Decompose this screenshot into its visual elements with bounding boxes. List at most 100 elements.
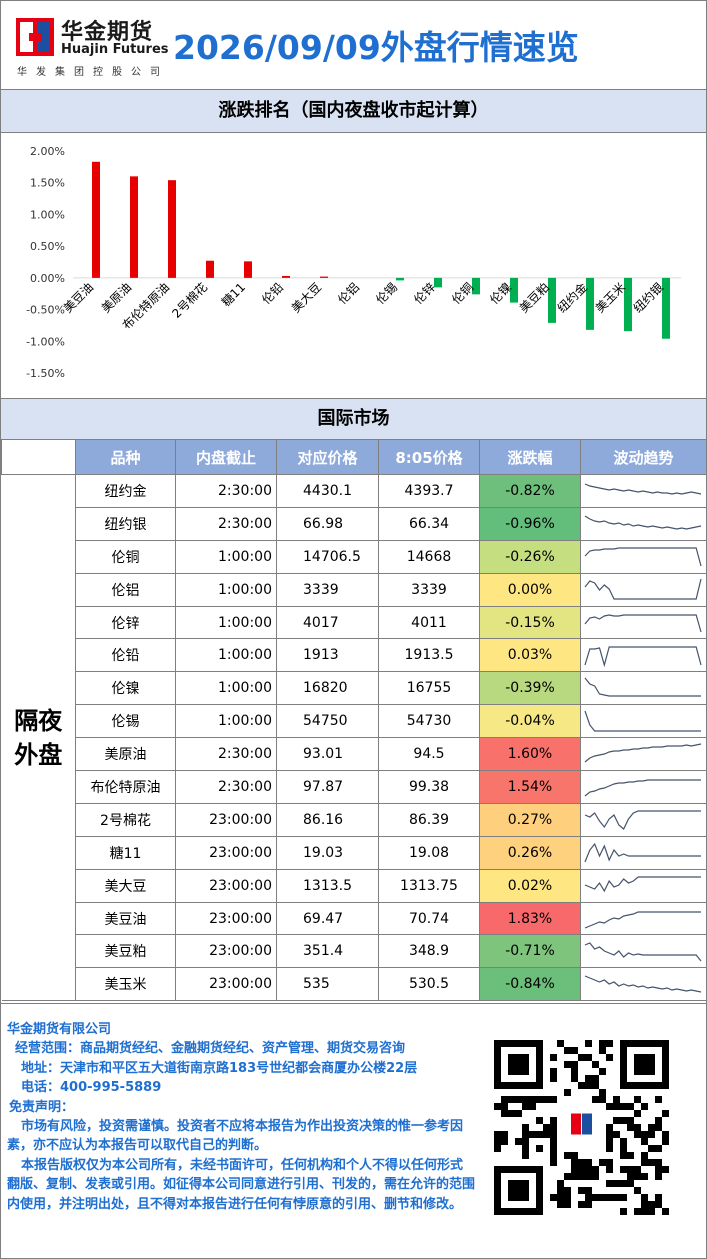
close-time: 23:00:00 [175, 868, 277, 903]
commodity-name: 伦铝 [75, 572, 176, 607]
logo-chinese-name: 华金期货 [61, 20, 154, 45]
table-row: 伦锡 1:00:00 54750 54730 -0.04% [2, 704, 707, 739]
price-805: 66.34 [378, 506, 480, 541]
bar [320, 276, 328, 278]
price-805: 14668 [378, 539, 480, 574]
category-label: 伦锡 [373, 279, 401, 307]
header-name: 品种 [75, 439, 176, 475]
y-tick-label: -0.50% [26, 304, 65, 317]
price-805: 70.74 [378, 901, 480, 936]
table-row: 伦锌 1:00:00 4017 4011 -0.15% [2, 605, 707, 640]
change-percent: -0.26% [479, 539, 581, 574]
table-row: 美大豆 23:00:00 1313.5 1313.75 0.02% [2, 868, 707, 903]
commodity-name: 伦铅 [75, 638, 176, 673]
sparkline-svg [584, 483, 702, 496]
intl-section-title: 国际市场 [1, 398, 706, 440]
category-label: 美玉米 [593, 280, 628, 315]
close-price: 66.98 [276, 506, 379, 541]
sparkline-svg [584, 547, 702, 567]
change-percent: -0.71% [479, 934, 581, 969]
table-row: 2号棉花 23:00:00 86.16 86.39 0.27% [2, 802, 707, 837]
sparkline-svg [584, 942, 702, 962]
header-price: 对应价格 [276, 439, 379, 475]
close-time: 2:30:00 [175, 474, 277, 508]
footer-disclaimer-title: 免责声明： [9, 1099, 75, 1115]
trend-sparkline [580, 934, 707, 969]
table-row: 美豆油 23:00:00 69.47 70.74 1.83% [2, 901, 707, 936]
bar [130, 176, 138, 278]
sparkline [584, 911, 701, 929]
price-805: 348.9 [378, 934, 480, 969]
sparkline [584, 975, 702, 993]
category-label: 伦铜 [449, 279, 477, 307]
close-price: 3339 [276, 572, 379, 607]
huajin-logo-icon [16, 18, 54, 56]
category-label: 美豆粕 [516, 279, 552, 315]
close-time: 2:30:00 [175, 770, 277, 804]
commodity-name: 伦锡 [75, 704, 176, 739]
sparkline-svg [584, 646, 702, 668]
bar [472, 277, 480, 295]
close-price: 4017 [276, 605, 379, 640]
commodity-name: 2号棉花 [75, 802, 176, 837]
table-row: 伦铜 1:00:00 14706.5 14668 -0.26% [2, 539, 707, 574]
sparkline [584, 710, 701, 732]
change-percent: 0.00% [479, 572, 581, 607]
bar [168, 180, 176, 278]
commodity-name: 纽约金 [75, 474, 176, 508]
price-805: 54730 [378, 704, 480, 739]
commodity-name: 美玉米 [75, 967, 176, 1002]
footer-address: 地址：天津市和平区五大道街南京路183号世纪都会商厦办公楼22层 [21, 1060, 418, 1076]
price-805: 99.38 [378, 770, 480, 804]
table-header-row: 品种 内盘截止 对应价格 8:05价格 涨跌幅 波动趋势 [1, 439, 707, 475]
sparkline [584, 483, 702, 496]
close-time: 23:00:00 [175, 802, 277, 837]
logo-subtitle: 华发集团控股公司 [17, 67, 169, 78]
header-close-time: 内盘截止 [175, 439, 277, 475]
change-percent: 1.54% [479, 770, 581, 804]
commodity-name: 伦镍 [75, 671, 176, 706]
close-price: 351.4 [276, 934, 379, 969]
commodity-name: 美原油 [75, 737, 176, 772]
trend-sparkline [580, 474, 707, 508]
change-percent: 1.60% [479, 737, 581, 772]
table-row: 隔夜 外盘 纽约金 2:30:00 4430.1 4393.7 -0.82% [1, 473, 707, 1002]
group-label: 隔夜 外盘 [1, 473, 76, 1002]
sparkline [584, 677, 701, 697]
sparkline-svg [584, 876, 701, 893]
close-price: 93.01 [276, 737, 379, 772]
sparkline-svg [584, 843, 701, 863]
change-percent: 0.02% [479, 868, 581, 903]
change-percent: -0.39% [479, 671, 581, 706]
sparkline-svg [584, 614, 702, 633]
commodity-name: 糖11 [75, 835, 176, 870]
footer-scope: 经营范围：商品期货经纪、金融期货经纪、资产管理、期货交易咨询 [15, 1041, 406, 1057]
price-805: 19.08 [378, 835, 480, 870]
price-805: 94.5 [378, 737, 480, 772]
y-tick-label: -1.50% [26, 367, 65, 380]
trend-sparkline [580, 770, 707, 804]
table-row: 美玉米 23:00:00 535 530.5 -0.84% [2, 967, 707, 1002]
category-label: 伦镍 [487, 279, 515, 307]
bar [92, 161, 100, 278]
close-price: 86.16 [276, 802, 379, 837]
y-tick-label: 1.00% [30, 208, 65, 221]
commodity-name: 美豆粕 [75, 934, 176, 969]
commodity-name: 伦锌 [75, 605, 176, 640]
footer-phone: 电话：400-995-5889 [21, 1080, 162, 1096]
trend-sparkline [580, 605, 707, 640]
trend-sparkline [580, 967, 707, 1002]
trend-sparkline [580, 901, 707, 936]
bar [510, 277, 518, 303]
sparkline-svg [584, 710, 701, 732]
price-805: 1913.5 [378, 638, 480, 673]
category-label: 伦铅 [259, 279, 287, 307]
group-header-blank [1, 439, 76, 475]
close-time: 1:00:00 [175, 671, 277, 706]
bar [434, 277, 442, 288]
y-tick-label: -1.00% [26, 335, 65, 348]
table-row: 布伦特原油 2:30:00 97.87 99.38 1.54% [2, 770, 707, 804]
y-tick-label: 1.50% [30, 177, 65, 190]
sparkline [584, 779, 701, 797]
